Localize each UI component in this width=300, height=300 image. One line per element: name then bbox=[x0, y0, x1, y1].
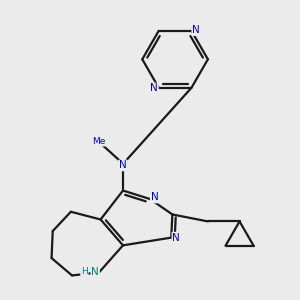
Text: Me: Me bbox=[92, 136, 105, 146]
Text: N: N bbox=[172, 232, 180, 243]
Text: N: N bbox=[192, 25, 200, 35]
Text: H: H bbox=[81, 268, 88, 277]
Text: N: N bbox=[91, 267, 99, 277]
Text: N: N bbox=[150, 83, 158, 94]
Text: N: N bbox=[151, 193, 158, 202]
Text: N: N bbox=[119, 160, 127, 170]
